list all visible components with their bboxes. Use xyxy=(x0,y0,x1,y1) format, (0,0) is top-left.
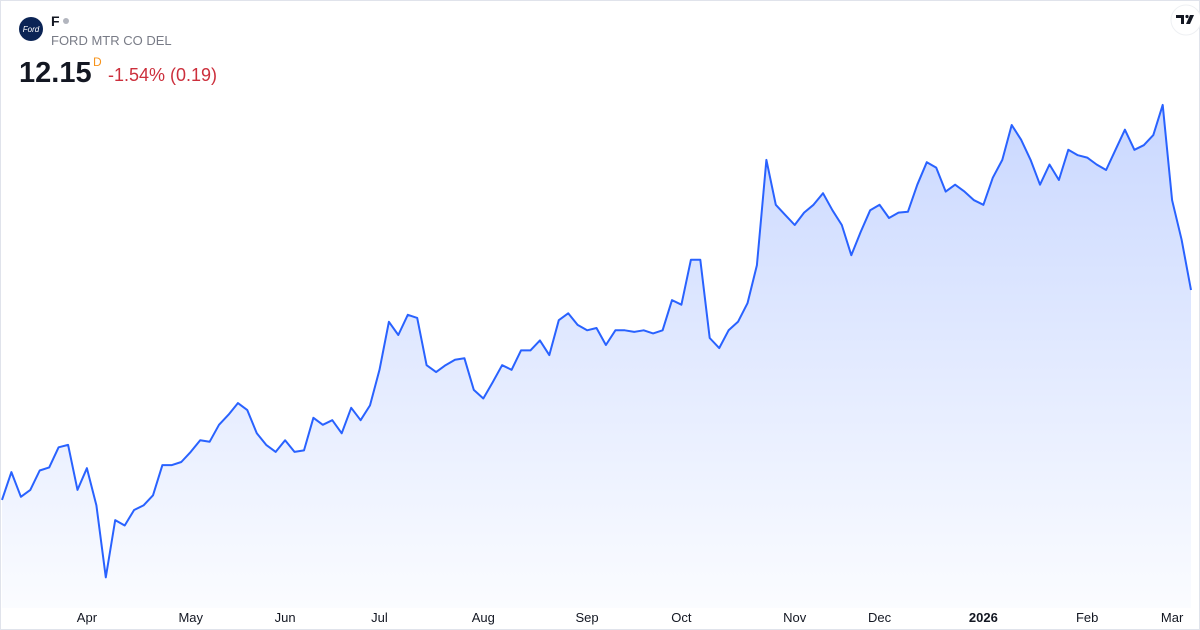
status-dot xyxy=(63,18,69,24)
ticker: F xyxy=(51,13,60,29)
x-tick-label: Feb xyxy=(1076,610,1098,625)
change: -1.54% (0.19) xyxy=(108,65,217,85)
tv-logo-dot[interactable] xyxy=(1185,14,1189,19)
interval: D xyxy=(93,55,102,69)
plot-area: Apr May Jun Jul Aug Sep Oct Nov Dec 2026 Feb Mar xyxy=(1,103,1192,625)
x-tick-label: Aug xyxy=(472,610,495,625)
price: 12.15 xyxy=(19,57,92,89)
header: Ford F FORD MTR CO DEL 12.15 D -1.54% (0… xyxy=(19,13,217,89)
x-tick-label: Jun xyxy=(275,610,296,625)
logo-text: Ford xyxy=(23,25,40,34)
area-fill xyxy=(2,104,1191,609)
tv-logo-mark[interactable] xyxy=(1176,15,1184,24)
x-tick-label: Sep xyxy=(575,610,598,625)
x-tick-label: May xyxy=(178,610,203,625)
x-tick-label: Nov xyxy=(783,610,807,625)
x-tick-label: Dec xyxy=(868,610,892,625)
price-line xyxy=(1,103,1192,579)
x-tick-label: Mar xyxy=(1161,610,1184,625)
tv-logo-bg[interactable] xyxy=(1170,4,1200,36)
x-tick-label: 2026 xyxy=(969,610,998,625)
x-tick-label: Apr xyxy=(77,610,98,625)
tv-logo-slash[interactable] xyxy=(1186,15,1194,24)
tv-logo[interactable] xyxy=(1170,4,1200,36)
logo xyxy=(19,17,43,41)
company-name: FORD MTR CO DEL xyxy=(51,33,172,48)
x-tick-label: Jul xyxy=(371,610,388,625)
x-tick-label: Oct xyxy=(671,610,692,625)
